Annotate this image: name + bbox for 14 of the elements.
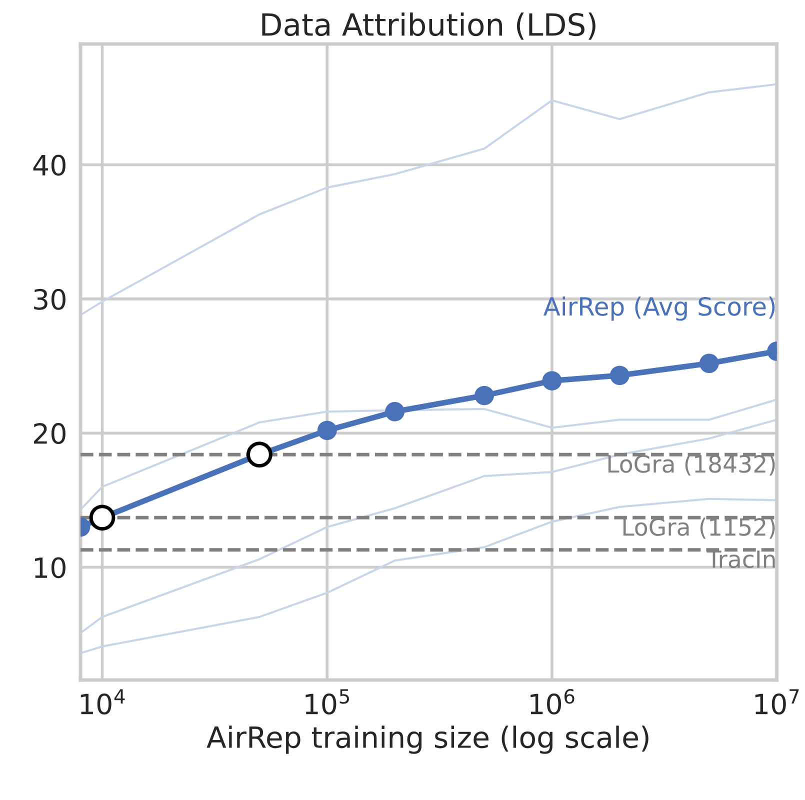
y-tick-label: 30 <box>34 288 66 310</box>
x-tick-label: 10$^{5}$ <box>306 689 349 715</box>
x-tick-label: 10$^{4}$ <box>80 689 125 715</box>
y-tick-label: 40 <box>33 154 66 176</box>
y-tick-label: 20 <box>34 423 66 444</box>
chart-title: Data Attribution (LDS) <box>262 12 596 40</box>
x-tick-label: 10$^{7}$ <box>755 689 799 715</box>
x-tick-label: 10$^{6}$ <box>530 689 574 714</box>
ref-line-label: LoGra (1152) <box>623 518 775 539</box>
ref-line-label: LoGra (18432) <box>608 454 775 476</box>
y-tick-label: 10 <box>35 557 66 578</box>
x-axis-title: AirRep training size (log scale) <box>206 726 648 754</box>
ref-line-label: TracIn <box>706 550 775 568</box>
series-label: AirRep (Avg Score) <box>543 296 775 321</box>
